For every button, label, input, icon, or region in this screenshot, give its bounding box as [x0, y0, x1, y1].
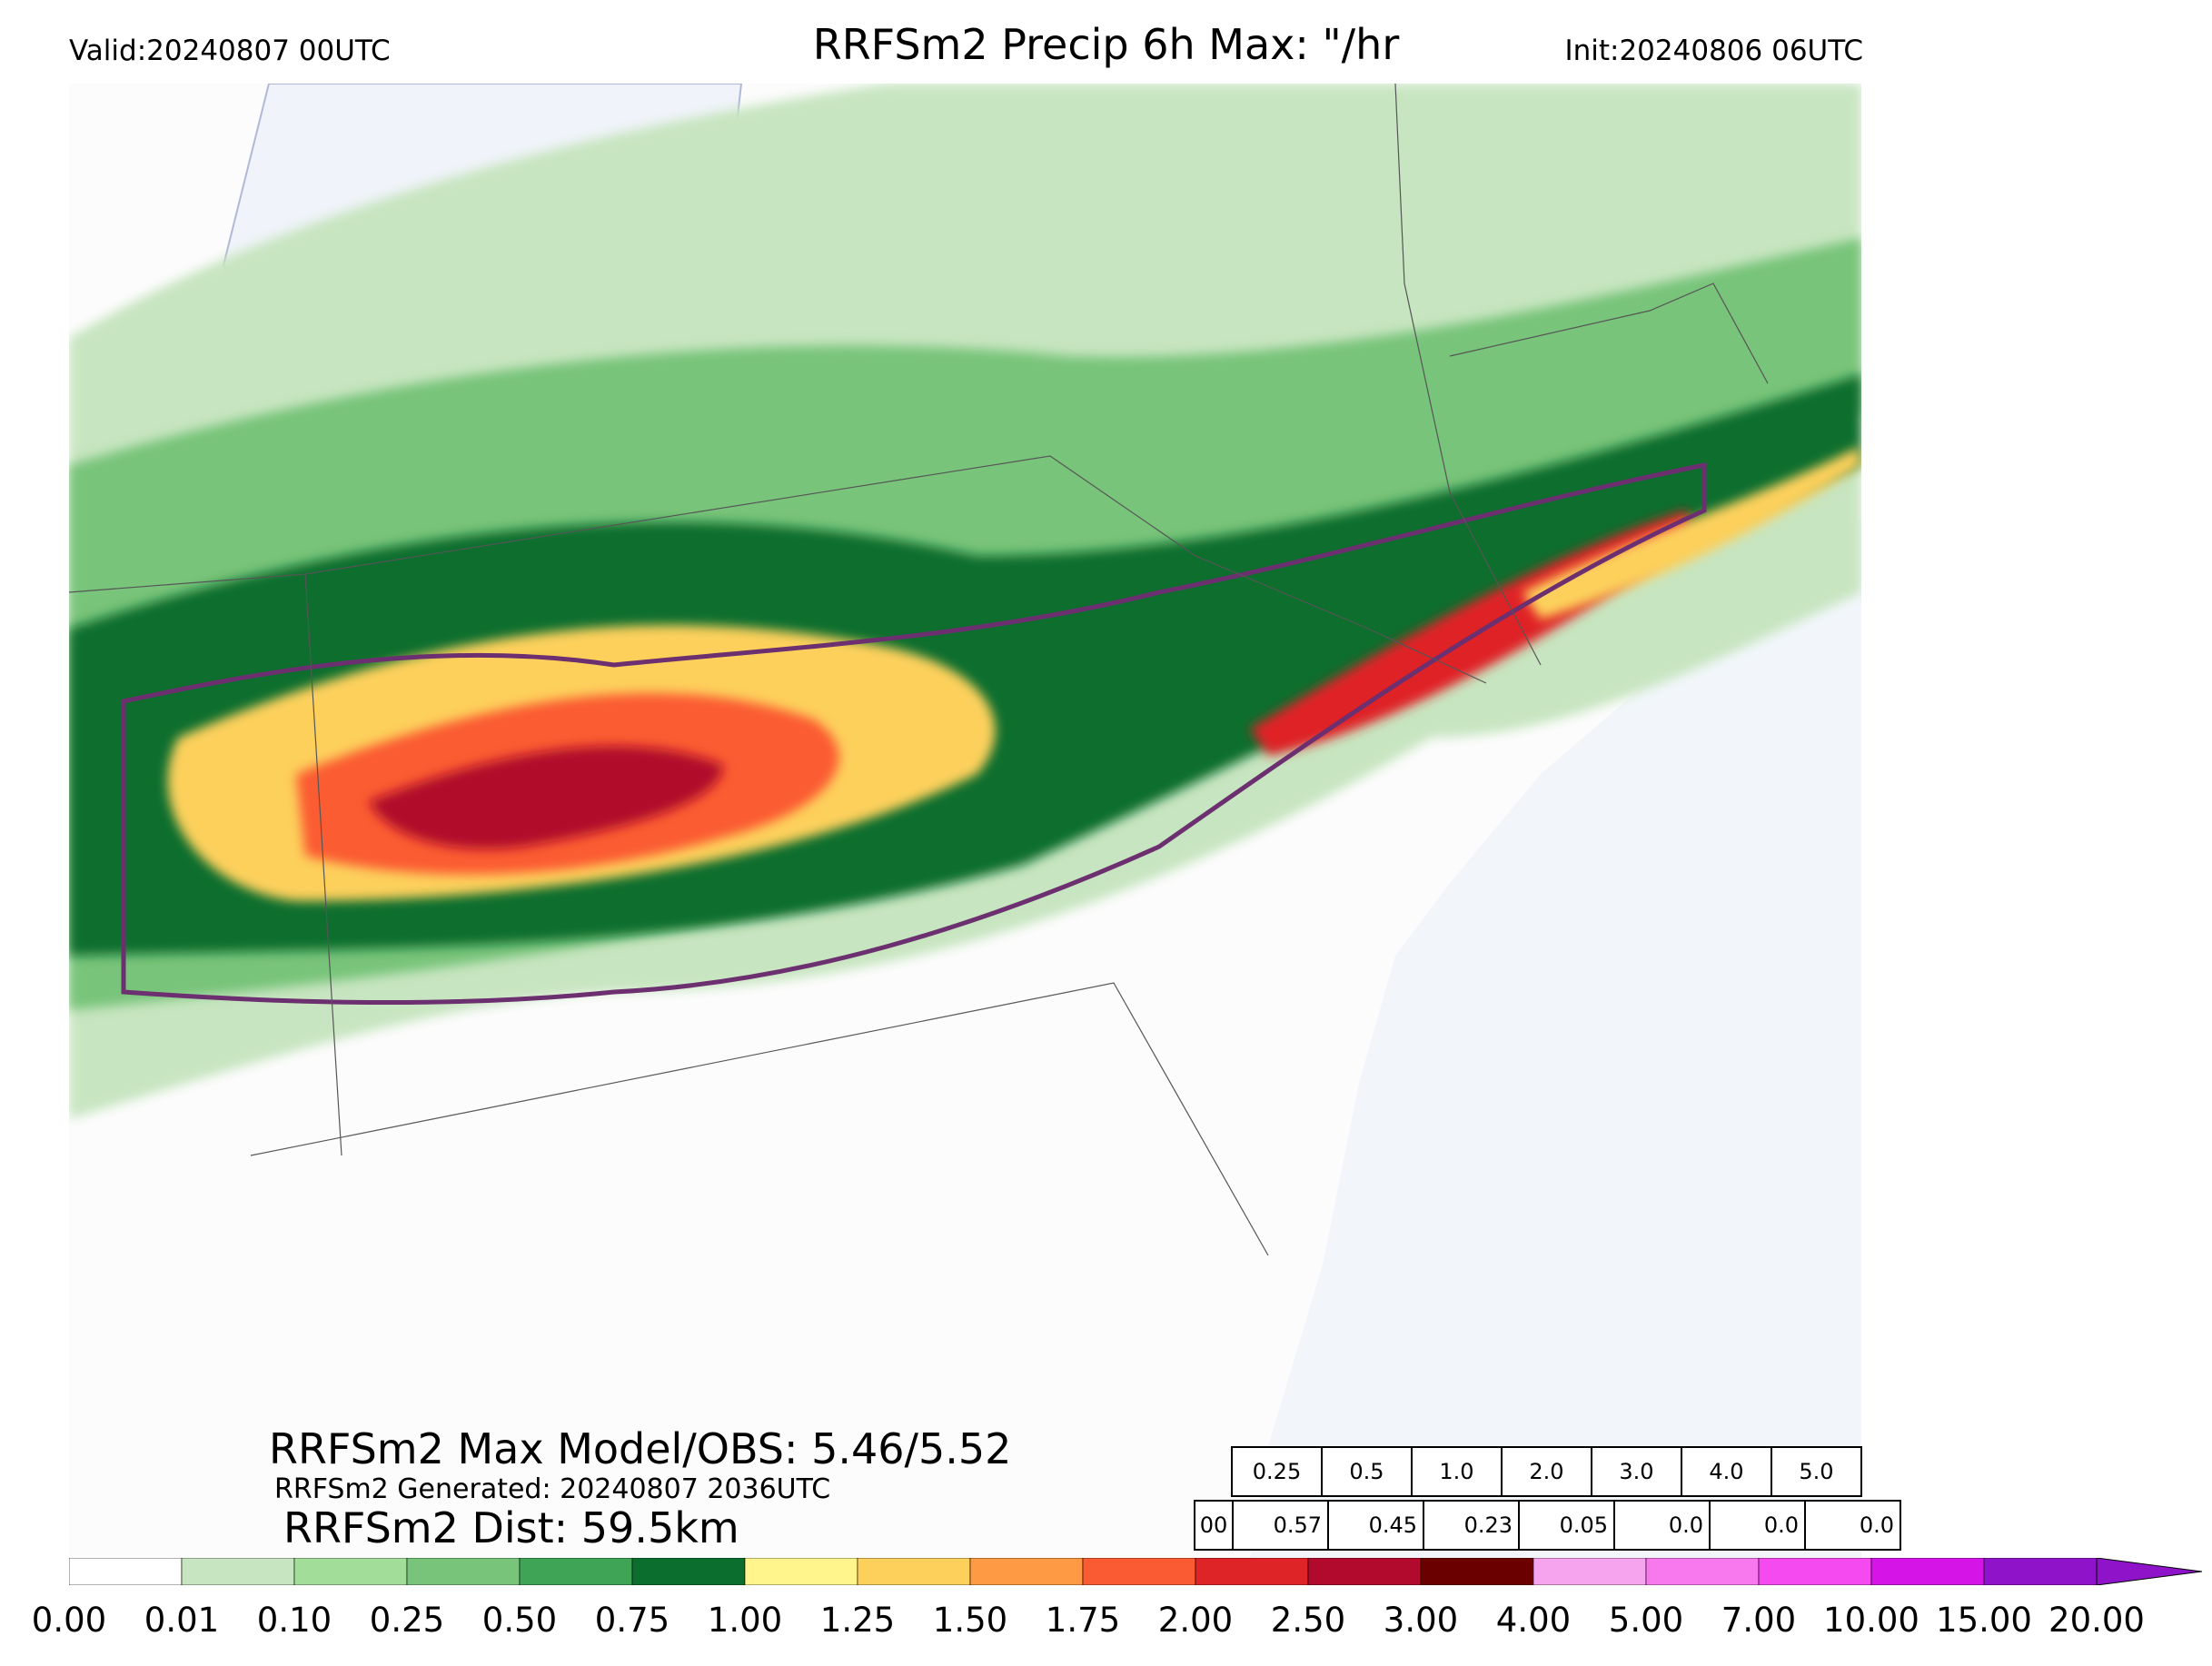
- colorbar-segment: [1195, 1558, 1309, 1585]
- threshold-cell: 0.5: [1321, 1446, 1413, 1497]
- colorbar-segment: [1645, 1558, 1760, 1585]
- colorbar-segment: [181, 1558, 295, 1585]
- colorbar-tick-label: 1.75: [1045, 1601, 1121, 1640]
- colorbar-segment: [1758, 1558, 1872, 1585]
- colorbar-tick-label: 10.00: [1823, 1601, 1919, 1640]
- chart-title: RRFSm2 Precip 6h Max: "/hr: [812, 20, 1400, 69]
- fraction-table: 00 0.57 0.45 0.23 0.05 0.0 0.0 0.0: [1194, 1500, 1901, 1551]
- colorbar-tick-label: 1.25: [819, 1601, 896, 1640]
- colorbar-tick-label: 2.50: [1270, 1601, 1346, 1640]
- precip-core-northeast: [1523, 447, 1861, 620]
- colorbar-segment: [519, 1558, 633, 1585]
- colorbar-tick-label: 0.00: [31, 1601, 107, 1640]
- colorbar-segment: [1870, 1558, 1985, 1585]
- threshold-cell: 2.0: [1501, 1446, 1592, 1497]
- fraction-cell: 0.23: [1423, 1500, 1520, 1551]
- precip-core-red: [369, 746, 723, 849]
- fraction-cell: 0.0: [1804, 1500, 1901, 1551]
- fraction-cell: 0.57: [1232, 1500, 1329, 1551]
- fraction-cell: 0.45: [1327, 1500, 1424, 1551]
- colorbar-tick-label: 2.00: [1157, 1601, 1234, 1640]
- state-borders: [69, 84, 1769, 1256]
- colorbar-tick-label: 5.00: [1608, 1601, 1684, 1640]
- fraction-cell: 0.0: [1709, 1500, 1806, 1551]
- colorbar-tick-label: 1.00: [707, 1601, 783, 1640]
- colorbar-segment: [69, 1558, 183, 1585]
- colorbar-tick-label: 15.00: [1936, 1601, 2032, 1640]
- colorbar: [69, 1558, 2202, 1585]
- colorbar-tick-label: 3.00: [1383, 1601, 1459, 1640]
- init-time-label: Init:20240806 06UTC: [1564, 35, 1863, 67]
- colorbar-extend-arrow: [2096, 1558, 2202, 1585]
- threshold-cell: 4.0: [1681, 1446, 1772, 1497]
- colorbar-segment: [406, 1558, 521, 1585]
- colorbar-segment: [744, 1558, 858, 1585]
- colorbar-segment: [969, 1558, 1084, 1585]
- fraction-cell: 0.05: [1518, 1500, 1615, 1551]
- colorbar-tick-label: 0.75: [594, 1601, 670, 1640]
- colorbar-tick-label: 20.00: [2048, 1601, 2145, 1640]
- colorbar-segment: [1082, 1558, 1196, 1585]
- threshold-cell: 1.0: [1411, 1446, 1503, 1497]
- colorbar-tick-label: 0.50: [481, 1601, 558, 1640]
- colorbar-tick-label: 0.10: [256, 1601, 332, 1640]
- threshold-header-table: 0.25 0.5 1.0 2.0 3.0 4.0 5.0: [1231, 1446, 1862, 1497]
- colorbar-tick-label: 7.00: [1721, 1601, 1797, 1640]
- colorbar-segment: [1533, 1558, 1647, 1585]
- valid-time-label: Valid:20240807 00UTC: [69, 35, 391, 67]
- threshold-cell: 0.25: [1231, 1446, 1323, 1497]
- atlantic-ocean: [1250, 84, 1861, 1558]
- colorbar-tick-label: 0.01: [144, 1601, 220, 1640]
- fraction-cell: 0.0: [1613, 1500, 1711, 1551]
- fraction-row-label: 00: [1194, 1500, 1234, 1551]
- colorbar-segment: [631, 1558, 746, 1585]
- obs-contour: [121, 461, 1707, 1006]
- colorbar-tick-label: 0.25: [369, 1601, 445, 1640]
- threshold-cell: 5.0: [1771, 1446, 1862, 1497]
- colorbar-segment: [1983, 1558, 2098, 1585]
- colorbar-tick-label: 4.00: [1495, 1601, 1572, 1640]
- precip-map: [69, 84, 1861, 1558]
- colorbar-segment: [1307, 1558, 1422, 1585]
- colorbar-tick-label: 1.50: [932, 1601, 1008, 1640]
- colorbar-segment: [1420, 1558, 1534, 1585]
- colorbar-segment: [293, 1558, 408, 1585]
- colorbar-segment: [857, 1558, 971, 1585]
- threshold-cell: 3.0: [1591, 1446, 1682, 1497]
